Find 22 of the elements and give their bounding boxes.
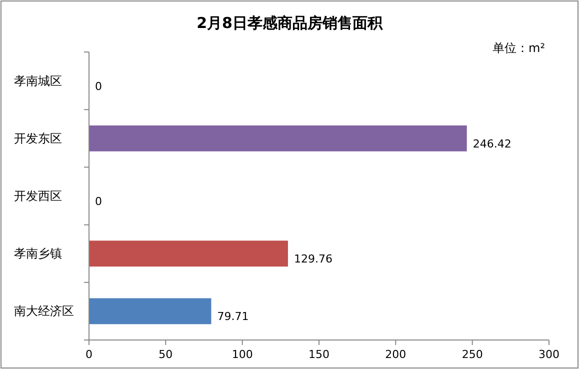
x-tick-label: 200 (385, 348, 406, 361)
chart-title: 2月8日孝感商品房销售面积 (196, 14, 384, 32)
x-tick-label: 0 (86, 348, 92, 361)
y-tick-label: 开发西区 (14, 189, 62, 203)
y-tick-label: 孝南城区 (14, 74, 62, 88)
y-tick-label: 开发东区 (14, 131, 62, 146)
bar (89, 298, 212, 324)
bar (89, 240, 288, 267)
data-label: 0 (95, 195, 102, 208)
x-tick-label: 300 (538, 348, 560, 361)
x-tick-label: 100 (232, 348, 253, 361)
data-label: 79.71 (217, 310, 249, 324)
x-tick-label: 250 (462, 348, 483, 361)
data-label: 129.76 (294, 252, 332, 266)
y-tick-label: 南大经济区 (14, 304, 74, 318)
data-label: 246.42 (472, 137, 512, 150)
annotation: 单位：m² (492, 41, 546, 55)
data-label: 0 (95, 80, 102, 93)
x-tick-label: 150 (308, 348, 330, 361)
x-tick-label: 50 (158, 348, 173, 361)
bar (89, 125, 467, 152)
y-tick-label: 孝南乡镇 (14, 246, 62, 261)
